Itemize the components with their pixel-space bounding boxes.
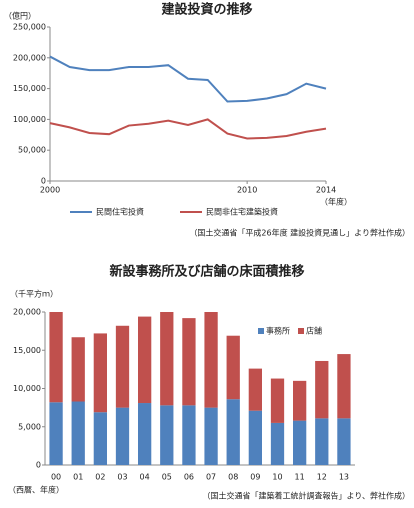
bar-segment: [293, 420, 307, 465]
y-tick-label: 100,000: [13, 115, 46, 124]
y-tick-label: 0: [41, 177, 46, 186]
y-axis-label: （億円）: [4, 11, 36, 21]
bar-segment: [226, 335, 240, 400]
bar-segment: [204, 312, 218, 408]
x-tick-label: 02: [95, 473, 105, 482]
bar-segment: [270, 378, 285, 423]
y-tick-label: 250,000: [13, 23, 46, 32]
bar-segment: [226, 399, 240, 465]
chart-title: 新設事務所及び店舗の床面積推移: [109, 264, 304, 280]
x-tick-label: 2010: [237, 186, 257, 195]
bar-segment: [204, 407, 218, 465]
x-tick-label: 12: [317, 473, 327, 482]
x-tick-label: 06: [184, 473, 194, 482]
y-tick-label: 5,000: [18, 422, 41, 431]
bar-segment: [315, 418, 329, 465]
x-tick-label: 2014: [316, 186, 336, 195]
chart-title: 建設投資の推移: [161, 2, 252, 18]
x-axis-label: （西暦、年度）: [8, 485, 64, 495]
bar-segment: [49, 312, 63, 403]
source-note: （国土交通省「平成26年度 建設投資見通し」より弊社作成）: [189, 228, 410, 238]
source-note: （国土交通省「建築着工統計調査報告」より、弊社作成）: [202, 491, 410, 501]
bar-segment: [49, 402, 63, 465]
y-tick-label: 0: [36, 461, 41, 470]
x-tick-label: 01: [73, 473, 83, 482]
legend-label: 事務所: [266, 326, 290, 336]
line: [49, 55, 327, 103]
x-tick-label: 13: [339, 473, 349, 482]
x-tick-label: 09: [250, 473, 260, 482]
bar-segment: [160, 312, 174, 406]
y-tick-label: 150,000: [13, 84, 46, 93]
y-axis-label: （千平方ｍ）: [10, 289, 58, 299]
x-tick-label: 03: [117, 473, 127, 482]
legend-label: 民間住宅投資: [96, 207, 144, 217]
x-tick-label: 08: [228, 473, 238, 482]
x-tick-label: 05: [162, 473, 172, 482]
bar-segment: [138, 403, 152, 465]
bar-segment: [293, 380, 307, 421]
legend-swatch: [258, 328, 264, 334]
x-tick-label: 04: [140, 473, 150, 482]
x-tick-label: 00: [51, 473, 61, 482]
bar-segment: [115, 325, 130, 408]
y-tick-label: 20,000: [13, 308, 41, 317]
bar-segment: [270, 422, 285, 465]
bar-segment: [337, 418, 351, 465]
legend-label: 店舗: [306, 326, 322, 336]
line: [49, 118, 327, 140]
bar-segment: [93, 333, 107, 413]
bar-segment: [93, 412, 107, 465]
x-axis-label: （年度）: [320, 197, 352, 207]
x-tick-label: 2000: [40, 186, 60, 195]
bar-segment: [138, 316, 152, 404]
y-tick-label: 50,000: [18, 146, 46, 155]
bar-segment: [160, 405, 174, 465]
legend-label: 民間非住宅建築投資: [206, 207, 278, 217]
bar-segment: [71, 401, 85, 465]
bar-segment: [115, 407, 130, 465]
y-tick-label: 15,000: [13, 346, 41, 355]
x-tick-label: 11: [295, 473, 305, 482]
legend-swatch: [298, 328, 304, 334]
bar-segment: [182, 318, 196, 406]
bar-segment: [315, 360, 329, 419]
bar-segment: [248, 368, 262, 411]
bar-segment: [337, 354, 351, 419]
bar-segment: [71, 337, 85, 402]
x-tick-label: 10: [272, 473, 282, 482]
y-tick-label: 200,000: [13, 53, 46, 62]
y-tick-label: 10,000: [13, 384, 41, 393]
bar-segment: [248, 410, 262, 465]
bar-segment: [182, 405, 196, 465]
x-tick-label: 07: [206, 473, 216, 482]
